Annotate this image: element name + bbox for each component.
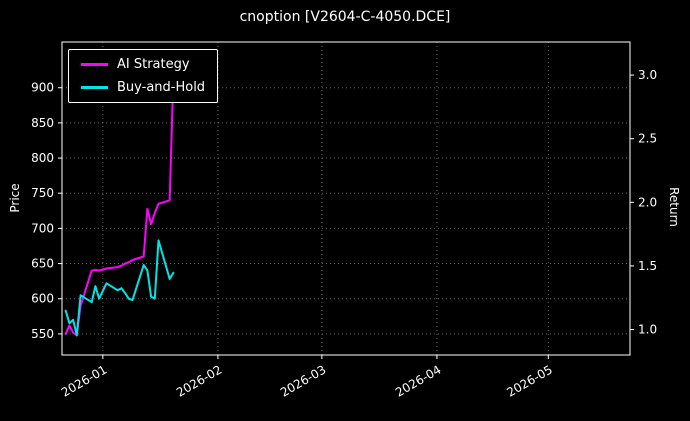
x-tick-label: 2026-04 bbox=[393, 362, 443, 399]
y-left-tick-label: 750 bbox=[31, 186, 54, 200]
legend: AI Strategy Buy-and-Hold bbox=[68, 49, 219, 103]
y-right-tick-label: 1.5 bbox=[638, 259, 657, 273]
legend-line-ai-strategy bbox=[81, 63, 108, 66]
x-tick-label: 2026-01 bbox=[59, 362, 109, 399]
x-tick-label: 2026-05 bbox=[504, 362, 554, 399]
x-tick-label: 2026-03 bbox=[278, 362, 328, 399]
y-left-tick-label: 600 bbox=[31, 292, 54, 306]
y-left-tick-label: 650 bbox=[31, 257, 54, 271]
series-line-buy-and-hold bbox=[64, 239, 175, 337]
chart-title: cnoption [V2604-C-4050.DCE] bbox=[239, 9, 451, 25]
y-left-tick-label: 800 bbox=[31, 151, 54, 165]
y-right-tick-label: 3.0 bbox=[638, 68, 657, 82]
legend-label-ai-strategy: AI Strategy bbox=[117, 57, 190, 72]
legend-item-buy-and-hold: Buy-and-Hold bbox=[81, 80, 205, 95]
y-left-tick-label: 550 bbox=[31, 327, 54, 341]
legend-label-buy-and-hold: Buy-and-Hold bbox=[117, 80, 206, 95]
y-left-tick-label: 900 bbox=[31, 81, 54, 95]
y-left-tick-label: 700 bbox=[31, 221, 54, 235]
y-left-tick-label: 850 bbox=[31, 116, 54, 130]
y-right-tick-label: 2.0 bbox=[638, 195, 657, 209]
y-right-tick-label: 1.0 bbox=[638, 323, 657, 337]
legend-item-ai-strategy: AI Strategy bbox=[81, 57, 205, 72]
x-tick-label: 2026-02 bbox=[174, 362, 224, 399]
plot-frame bbox=[61, 41, 631, 356]
legend-line-buy-and-hold bbox=[81, 86, 108, 89]
y-right-tick-label: 2.5 bbox=[638, 132, 657, 146]
